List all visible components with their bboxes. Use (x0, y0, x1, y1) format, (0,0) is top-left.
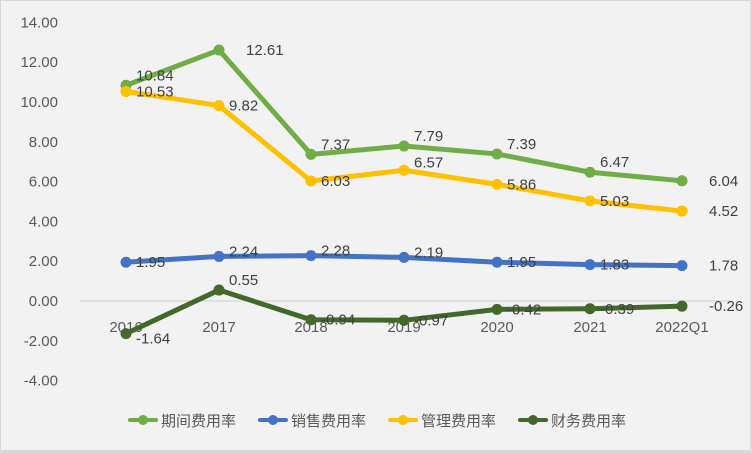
data-point-marker (676, 205, 688, 217)
x-tick-label: 2021 (573, 319, 606, 336)
data-point-marker (305, 175, 317, 187)
data-label: 7.39 (507, 136, 536, 153)
data-point-marker (305, 250, 317, 262)
data-point-marker (491, 178, 503, 190)
x-tick-label: 2017 (202, 319, 235, 336)
legend-line-marker-icon (127, 413, 158, 427)
legend: 期间费用率 销售费用率 管理费用率 财务费用率 (1, 405, 752, 435)
legend-label: 期间费用率 (160, 412, 236, 430)
data-label: -0.39 (600, 301, 634, 318)
data-label: -0.94 (321, 312, 355, 329)
data-point-marker (491, 256, 503, 268)
data-label: 10.84 (136, 67, 174, 84)
data-point-marker (584, 166, 596, 178)
legend-item: 期间费用率 (127, 410, 236, 431)
y-tick-label: 0.00 (29, 293, 58, 310)
data-point-marker (676, 260, 688, 272)
y-tick-label: 6.00 (29, 174, 58, 191)
legend-item: 管理费用率 (388, 410, 496, 431)
data-label: 0.55 (229, 272, 258, 289)
data-label: -0.97 (414, 312, 448, 329)
y-tick-label: 2.00 (29, 253, 58, 270)
legend-line-marker-icon (257, 413, 288, 427)
legend-line-marker-icon (388, 413, 418, 427)
legend-label: 销售费用率 (290, 412, 366, 430)
data-label: 6.03 (321, 173, 350, 190)
legend-label: 财务费用率 (551, 412, 627, 430)
data-point-marker (213, 44, 225, 56)
data-label: 5.86 (507, 176, 536, 193)
data-label: 7.37 (321, 136, 350, 153)
y-tick-label: -2.00 (24, 333, 58, 350)
x-tick-label: 2022Q1 (655, 319, 708, 336)
data-label: 5.03 (600, 193, 629, 210)
y-tick-label: -4.00 (24, 373, 58, 390)
data-label: 6.04 (709, 173, 738, 190)
data-point-marker (491, 148, 503, 160)
series-line (125, 47, 683, 184)
y-tick-label: 4.00 (29, 213, 58, 230)
data-point-marker (398, 251, 410, 263)
y-tick-label: 8.00 (29, 134, 58, 151)
data-point-marker (213, 284, 225, 296)
data-point-marker (584, 259, 596, 271)
data-point-marker (491, 303, 503, 315)
data-point-marker (398, 314, 410, 326)
y-tick-label: 14.00 (20, 14, 58, 31)
data-label: 7.79 (414, 128, 443, 145)
data-label: 1.95 (507, 254, 536, 271)
data-point-marker (398, 140, 410, 152)
legend-label: 管理费用率 (421, 412, 497, 430)
data-label: 6.47 (600, 154, 629, 171)
data-point-marker (213, 250, 225, 262)
y-tick-label: 10.00 (20, 94, 58, 111)
legend-item: 销售费用率 (257, 410, 366, 431)
data-label: 6.57 (414, 154, 443, 171)
data-label: 4.52 (709, 203, 738, 220)
data-label: 9.82 (229, 98, 258, 115)
data-label: 2.19 (414, 244, 443, 261)
data-point-marker (120, 256, 132, 268)
data-point-marker (584, 195, 596, 207)
data-label: -1.64 (136, 331, 170, 348)
data-point-marker (398, 164, 410, 176)
data-point-marker (676, 175, 688, 187)
data-label: 2.28 (321, 243, 350, 260)
legend-line-marker-icon (518, 413, 549, 427)
data-label: 1.78 (709, 258, 738, 275)
data-point-marker (584, 303, 596, 315)
data-label: 12.61 (246, 42, 284, 59)
data-label: -0.42 (507, 301, 541, 318)
data-point-marker (213, 100, 225, 112)
data-label: 10.53 (136, 83, 174, 100)
data-label: -0.26 (709, 298, 743, 315)
x-tick-label: 2018 (294, 319, 327, 336)
data-label: 2.24 (229, 243, 258, 260)
data-point-marker (305, 314, 317, 326)
y-tick-label: 12.00 (20, 54, 58, 71)
data-label: 1.83 (600, 257, 629, 274)
x-tick-label: 2020 (480, 319, 513, 336)
legend-item: 财务费用率 (518, 410, 626, 431)
data-point-marker (120, 328, 132, 340)
data-point-marker (676, 300, 688, 312)
data-point-marker (305, 148, 317, 160)
x-tick-label: 2019 (387, 319, 420, 336)
data-label: 1.95 (136, 254, 165, 271)
data-point-marker (120, 85, 132, 97)
